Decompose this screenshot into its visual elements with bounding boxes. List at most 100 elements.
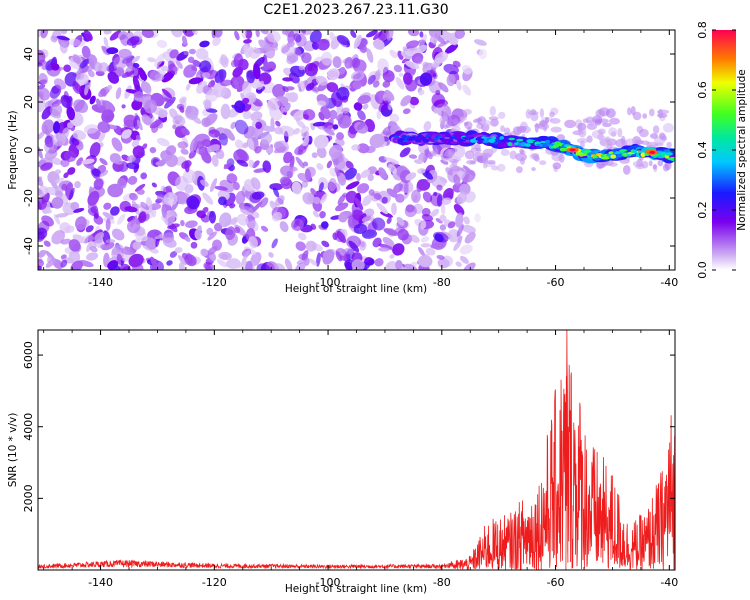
snr-xlabel: Height of straight line (km) — [285, 583, 427, 595]
x-tick-label: -80 — [433, 276, 451, 289]
noise-blob — [252, 160, 260, 169]
noise-blob — [149, 146, 157, 154]
noise-blob — [296, 119, 306, 129]
haze-blob — [488, 116, 499, 121]
noise-blob — [67, 167, 76, 175]
haze-blob — [463, 108, 472, 115]
noise-blob — [81, 158, 95, 165]
noise-blob — [68, 239, 81, 252]
noise-blob — [272, 83, 286, 98]
noise-blob — [126, 162, 139, 170]
noise-blob — [302, 109, 316, 121]
haze-blob — [532, 154, 539, 161]
noise-blob — [38, 176, 44, 187]
noise-blob — [439, 214, 447, 222]
haze-blob — [450, 148, 458, 153]
noise-blob — [118, 48, 132, 59]
noise-blob — [461, 64, 473, 75]
signal-blob — [507, 142, 512, 147]
noise-blob — [447, 221, 456, 229]
noise-blob — [131, 139, 140, 148]
noise-blob — [293, 33, 302, 43]
noise-blob — [435, 218, 443, 224]
haze-blob — [652, 164, 657, 170]
noise-blob — [383, 228, 399, 236]
noise-blob — [443, 63, 459, 75]
haze-blob — [482, 162, 488, 169]
signal-blob — [559, 147, 568, 152]
noise-blob — [200, 248, 209, 257]
noise-blob — [220, 103, 231, 120]
noise-blob — [172, 115, 186, 127]
haze-blob — [503, 127, 511, 135]
noise-blob — [298, 65, 304, 71]
haze-blob — [516, 125, 527, 133]
noise-blob — [165, 145, 177, 156]
noise-blob — [121, 129, 132, 139]
noise-blob — [61, 183, 68, 191]
noise-blob — [96, 98, 101, 108]
noise-blob — [279, 221, 289, 233]
noise-blob — [192, 30, 198, 35]
noise-blob — [63, 150, 77, 162]
noise-blob — [242, 80, 252, 97]
spectrogram-axes: -140 -120 -100 -80 -60 -40 -40 -20 0 20 40 — [22, 30, 678, 289]
haze-blob — [657, 109, 670, 115]
noise-blob — [232, 181, 240, 191]
noise-blob — [386, 188, 398, 198]
noise-blob — [345, 181, 360, 190]
noise-blob — [309, 30, 322, 44]
noise-blob — [294, 262, 306, 270]
noise-blob — [99, 157, 108, 166]
x-tick-label: -120 — [202, 276, 227, 289]
noise-blob — [261, 81, 275, 94]
noise-blob — [286, 170, 293, 179]
noise-blob — [214, 185, 228, 191]
noise-blob — [361, 229, 378, 239]
noise-blob — [38, 197, 48, 210]
noise-blob — [132, 75, 140, 91]
noise-blob — [456, 224, 464, 237]
noise-blob — [280, 106, 285, 114]
noise-blob — [91, 168, 101, 177]
haze-blob — [489, 106, 496, 116]
noise-blob — [271, 238, 278, 249]
noise-blob — [311, 152, 318, 159]
noise-blob — [243, 44, 250, 56]
noise-blob — [376, 202, 388, 215]
noise-blob — [88, 57, 96, 70]
noise-blob — [336, 35, 350, 46]
noise-blob — [212, 36, 221, 47]
signal-blob — [619, 149, 628, 152]
noise-blob — [277, 197, 284, 205]
spectrogram-xlabel: Height of straight line (km) — [285, 283, 427, 295]
haze-blob — [586, 123, 598, 130]
haze-blob — [608, 127, 618, 137]
noise-blob — [120, 34, 129, 46]
noise-blob — [90, 205, 99, 214]
noise-blob — [338, 66, 346, 75]
noise-blob — [147, 57, 156, 63]
noise-blob — [286, 40, 295, 48]
noise-blob — [338, 213, 348, 223]
noise-blob — [188, 77, 203, 85]
noise-blob — [431, 147, 440, 157]
noise-blob — [312, 210, 320, 218]
y-tick-label: 2000 — [22, 484, 35, 512]
noise-blob — [72, 54, 81, 64]
noise-blob — [129, 192, 138, 201]
noise-blob — [73, 207, 85, 213]
noise-blob — [405, 172, 417, 181]
noise-blob — [223, 128, 236, 141]
noise-blob — [38, 87, 51, 101]
noise-blob — [99, 169, 109, 177]
noise-blob — [303, 161, 309, 167]
noise-blob — [207, 231, 217, 241]
signal-blob — [670, 158, 675, 162]
noise-blob — [455, 261, 462, 267]
noise-blob — [360, 241, 366, 248]
signal-blob — [488, 138, 496, 143]
noise-blob — [187, 56, 195, 64]
haze-blob — [486, 160, 496, 165]
